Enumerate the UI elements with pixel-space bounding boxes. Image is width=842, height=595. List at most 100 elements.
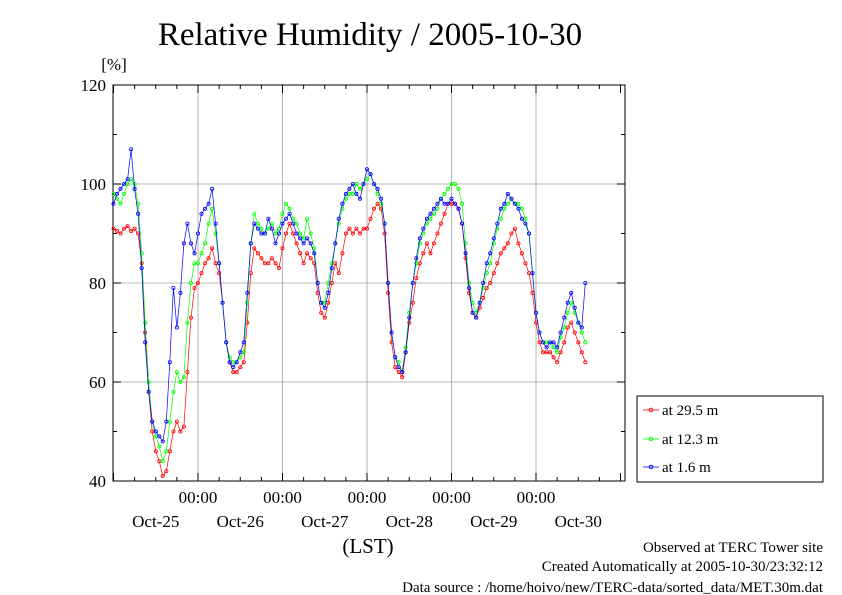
data-point xyxy=(357,186,362,191)
data-point xyxy=(431,206,436,211)
data-point xyxy=(562,325,567,330)
data-point xyxy=(417,236,422,241)
data-point xyxy=(498,206,503,211)
grid xyxy=(113,85,625,481)
legend: at 29.5 m at 12.3 m at 1.6 m xyxy=(636,395,824,483)
data-point xyxy=(174,325,179,330)
data-point xyxy=(206,221,211,226)
data-point xyxy=(371,181,376,186)
data-point xyxy=(174,370,179,375)
chart-title: Relative Humidity / 2005-10-30 xyxy=(158,17,582,53)
data-point xyxy=(400,375,405,380)
data-point xyxy=(164,449,169,454)
data-point xyxy=(583,280,588,285)
data-point xyxy=(435,201,440,206)
data-point xyxy=(452,181,457,186)
data-point xyxy=(357,196,362,201)
data-point xyxy=(118,186,123,191)
data-point xyxy=(442,211,447,216)
data-point xyxy=(414,256,419,261)
data-point xyxy=(273,241,278,246)
data-point xyxy=(171,389,176,394)
data-point xyxy=(298,251,303,256)
data-point xyxy=(544,345,549,350)
series-layer xyxy=(111,147,588,479)
data-point xyxy=(477,300,482,305)
data-point xyxy=(438,196,443,201)
data-point xyxy=(234,370,239,375)
data-point xyxy=(287,211,292,216)
data-point xyxy=(340,251,345,256)
data-point xyxy=(340,201,345,206)
data-point xyxy=(512,226,517,231)
data-point xyxy=(241,340,246,345)
legend-label: at 29.5 m xyxy=(662,403,719,419)
data-point xyxy=(456,206,461,211)
data-point xyxy=(350,231,355,236)
data-point xyxy=(354,191,359,196)
data-point xyxy=(115,191,120,196)
data-point xyxy=(361,181,366,186)
data-point xyxy=(488,251,493,256)
data-point xyxy=(368,172,373,177)
data-point xyxy=(111,201,116,206)
x-day-label: Oct-30 xyxy=(555,512,602,531)
data-point xyxy=(167,360,172,365)
data-point xyxy=(125,224,130,229)
data-point xyxy=(178,429,183,434)
data-point xyxy=(305,216,310,221)
data-point xyxy=(157,444,162,449)
data-point xyxy=(294,241,299,246)
data-point xyxy=(530,271,535,276)
data-point xyxy=(555,350,560,355)
data-point xyxy=(269,256,274,261)
data-point xyxy=(181,424,186,429)
data-point xyxy=(449,196,454,201)
data-point xyxy=(488,280,493,285)
x-day-label: Oct-26 xyxy=(217,512,264,531)
data-point xyxy=(195,231,200,236)
data-point xyxy=(111,226,116,231)
data-point xyxy=(396,365,401,370)
data-point xyxy=(509,196,514,201)
data-point xyxy=(576,320,581,325)
data-point xyxy=(516,206,521,211)
data-point xyxy=(340,206,345,211)
data-point xyxy=(428,211,433,216)
data-point xyxy=(382,221,387,226)
data-point xyxy=(393,355,398,360)
data-point xyxy=(562,340,567,345)
data-point xyxy=(305,236,310,241)
data-point xyxy=(481,280,486,285)
data-point xyxy=(516,241,521,246)
data-point xyxy=(266,261,271,266)
data-point xyxy=(202,206,207,211)
legend-swatch-marker xyxy=(648,436,654,442)
data-point xyxy=(421,251,426,256)
data-point xyxy=(527,231,532,236)
data-point xyxy=(192,285,197,290)
data-point xyxy=(534,310,539,315)
data-point xyxy=(157,434,162,439)
data-point xyxy=(181,241,186,246)
x-time-label: 00:00 xyxy=(263,488,302,507)
data-point xyxy=(217,261,222,266)
data-point xyxy=(474,315,479,320)
data-point xyxy=(569,320,574,325)
data-point xyxy=(326,290,331,295)
data-point xyxy=(188,241,193,246)
data-point xyxy=(206,201,211,206)
data-point xyxy=(255,226,260,231)
data-point xyxy=(495,221,500,226)
y-tick-label: 80 xyxy=(89,274,106,293)
data-point xyxy=(555,345,560,350)
data-point xyxy=(558,330,563,335)
data-point xyxy=(491,271,496,276)
data-point xyxy=(541,340,546,345)
data-point xyxy=(178,290,183,295)
data-point xyxy=(400,370,405,375)
data-point xyxy=(460,201,465,206)
data-point xyxy=(583,360,588,365)
data-point xyxy=(160,459,165,464)
data-point xyxy=(308,231,313,236)
